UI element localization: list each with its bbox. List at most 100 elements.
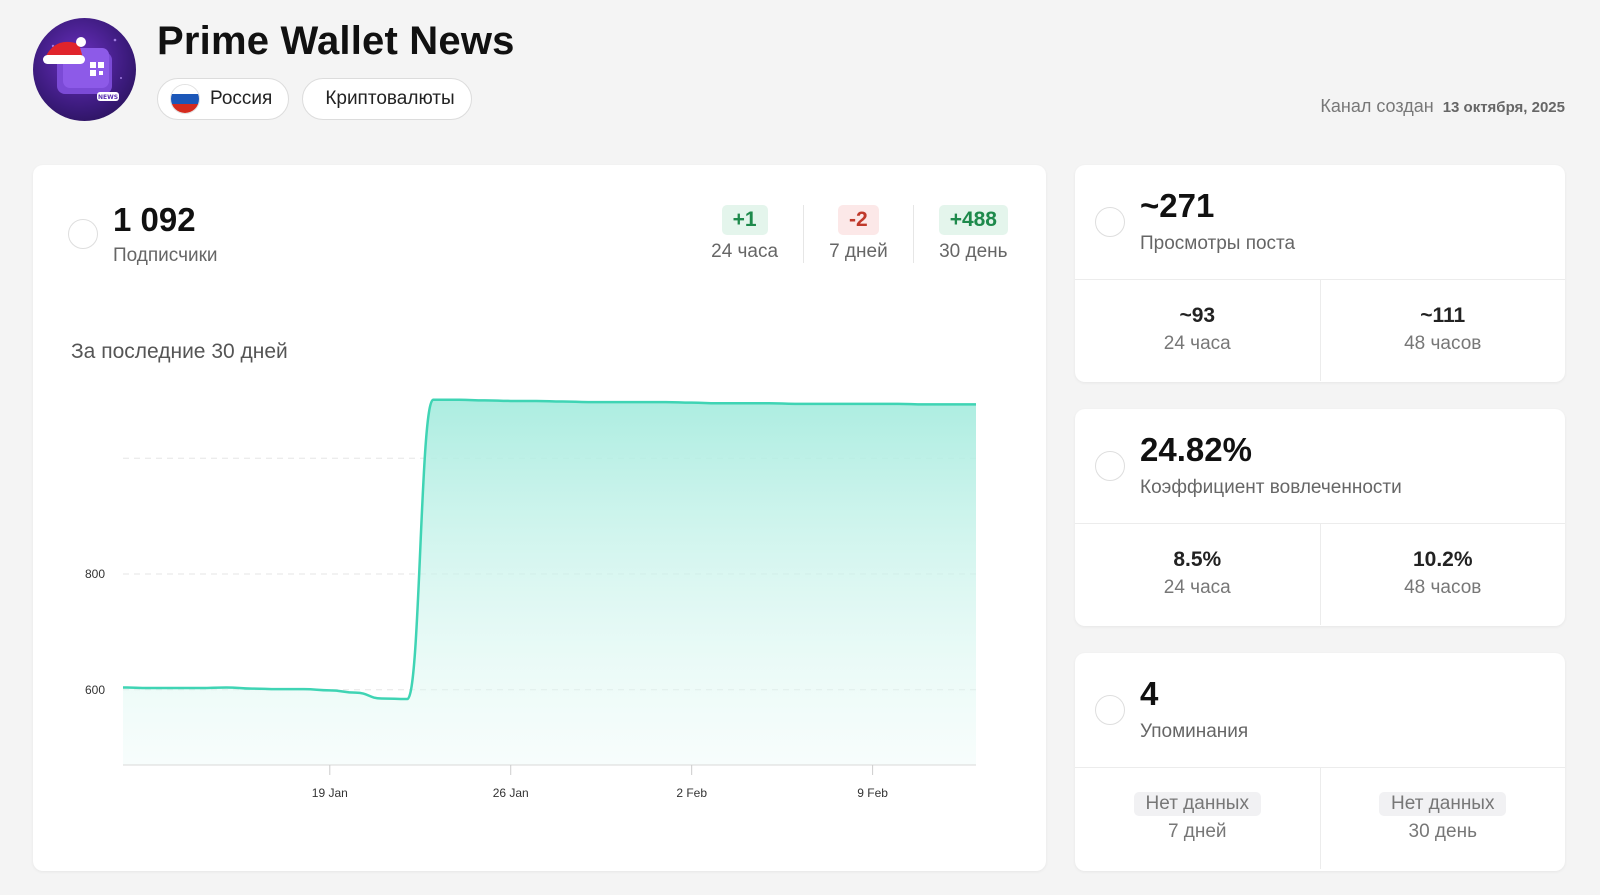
engagement-value: 24.82% <box>1140 431 1252 468</box>
chart-line <box>122 398 976 701</box>
russia-flag-icon <box>170 84 200 114</box>
chart-title: За последние 30 дней <box>71 340 288 363</box>
delta-24h-label: 24 часа <box>711 241 779 262</box>
chart-point[interactable] <box>353 690 359 696</box>
views-24h-label: 24 часа <box>1163 333 1231 354</box>
engagement-label: Коэффициент вовлеченности <box>1140 477 1402 498</box>
country-tag[interactable]: Россия <box>157 78 290 120</box>
x-tick-label: 9 Feb <box>857 786 888 800</box>
created-label: Канал создан <box>1320 96 1434 116</box>
delta-30d-value: +488 <box>938 205 1008 235</box>
delta-7d-value: -2 <box>838 205 879 235</box>
delta-30d: +488 30 день <box>912 205 1008 263</box>
chart-point[interactable] <box>818 401 824 407</box>
engagement-48h-label: 48 часов <box>1404 577 1482 598</box>
chart-point[interactable] <box>430 397 436 403</box>
engagement-24h-value: 8.5% <box>1173 548 1222 571</box>
chart-point[interactable] <box>663 399 669 405</box>
chart-point[interactable] <box>482 397 488 403</box>
chart-point[interactable] <box>249 686 255 692</box>
chart-point[interactable] <box>559 399 565 405</box>
delta-24h-value: +1 <box>721 205 768 235</box>
delta-24h: +1 24 часа <box>686 205 803 263</box>
mentions-card: 4 Упоминания Нет данных 7 дней Нет данны… <box>1075 653 1565 871</box>
views-24h: ~93 24 часа <box>1075 280 1320 381</box>
views-48h-value: ~111 <box>1420 304 1466 327</box>
category-tag[interactable]: Криптовалюты <box>302 78 472 120</box>
chart-point[interactable] <box>301 686 307 692</box>
subscribers-card: 1 092 Подписчики +1 24 часа -2 7 дней +4… <box>33 165 1046 871</box>
subscribers-count: 1 092 <box>113 201 196 238</box>
channel-avatar[interactable]: NEWS <box>33 18 136 121</box>
x-tick-label: 19 Jan <box>312 786 348 800</box>
chart-point[interactable] <box>715 400 721 406</box>
views-label: Просмотры поста <box>1140 233 1296 254</box>
chart-point[interactable] <box>223 684 229 690</box>
chart-point[interactable] <box>895 401 901 407</box>
views-48h: ~111 48 часов <box>1319 280 1566 381</box>
chart-point[interactable] <box>766 400 772 406</box>
subscribers-chart[interactable]: 600 800 19 Jan 26 Jan 2 Feb 9 Feb <box>71 383 1011 843</box>
views-48h-label: 48 часов <box>1404 333 1482 354</box>
y-tick-label: 600 <box>85 683 105 697</box>
engagement-card: 24.82% Коэффициент вовлеченности 8.5% 24… <box>1075 409 1565 626</box>
chart-point[interactable] <box>947 401 953 407</box>
engagement-48h-value: 10.2% <box>1412 548 1473 571</box>
chart-point[interactable] <box>870 401 876 407</box>
chart-point[interactable] <box>120 684 126 690</box>
chart-point[interactable] <box>198 685 204 691</box>
subscribers-label: Подписчики <box>113 245 218 266</box>
chart-point[interactable] <box>275 686 281 692</box>
country-label: Россия <box>210 88 273 109</box>
chart-point[interactable] <box>689 400 695 406</box>
chart-point[interactable] <box>637 399 643 405</box>
chart-point[interactable] <box>456 397 462 403</box>
chart-point[interactable] <box>172 685 178 691</box>
svg-text:NEWS: NEWS <box>98 94 118 101</box>
chart-area <box>123 399 976 765</box>
mentions-7d: Нет данных 7 дней <box>1075 768 1320 869</box>
chart-point[interactable] <box>844 401 850 407</box>
chart-point[interactable] <box>921 401 927 407</box>
created-info: Канал создан 13 октября, 2025 <box>1320 96 1565 117</box>
chart-point[interactable] <box>378 695 384 701</box>
delta-7d: -2 7 дней <box>803 205 913 263</box>
mentions-30d-label: 30 день <box>1408 821 1477 842</box>
views-value: ~271 <box>1140 187 1215 224</box>
engagement-select-radio[interactable] <box>1095 451 1125 481</box>
subscriber-deltas: +1 24 часа -2 7 дней +488 30 день <box>686 205 1008 263</box>
chart-point[interactable] <box>404 696 410 702</box>
category-label: Криптовалюты <box>325 88 455 109</box>
mentions-30d: Нет данных 30 день <box>1319 768 1566 869</box>
wallet-logo-icon: NEWS <box>43 37 122 101</box>
chart-point[interactable] <box>973 401 979 407</box>
views-select-radio[interactable] <box>1095 207 1125 237</box>
x-tick-label: 2 Feb <box>676 786 707 800</box>
chart-point[interactable] <box>585 399 591 405</box>
mentions-value: 4 <box>1140 675 1159 712</box>
chart-point[interactable] <box>792 401 798 407</box>
created-date: 13 октября, 2025 <box>1442 99 1565 116</box>
post-views-card: ~271 Просмотры поста ~93 24 часа ~111 48… <box>1075 165 1565 382</box>
mentions-select-radio[interactable] <box>1095 695 1125 725</box>
engagement-24h: 8.5% 24 часа <box>1075 524 1320 625</box>
delta-7d-label: 7 дней <box>829 241 888 262</box>
chart-point[interactable] <box>327 687 333 693</box>
chart-point[interactable] <box>508 398 514 404</box>
x-tick-label: 26 Jan <box>493 786 529 800</box>
chart-point[interactable] <box>740 400 746 406</box>
chart-point[interactable] <box>611 399 617 405</box>
channel-title: Prime Wallet News <box>157 19 515 63</box>
engagement-48h: 10.2% 48 часов <box>1319 524 1566 625</box>
mentions-7d-label: 7 дней <box>1167 821 1227 842</box>
delta-30d-label: 30 день <box>939 241 1008 262</box>
subscribers-select-radio[interactable] <box>68 219 98 249</box>
views-24h-value: ~93 <box>1179 304 1216 327</box>
engagement-24h-label: 24 часа <box>1163 577 1231 598</box>
chart-point[interactable] <box>146 685 152 691</box>
channel-tags: Россия Криптовалюты <box>157 78 472 120</box>
mentions-30d-value: Нет данных <box>1379 792 1507 816</box>
y-tick-label: 800 <box>85 567 105 581</box>
mentions-label: Упоминания <box>1140 721 1249 742</box>
chart-point[interactable] <box>534 398 540 404</box>
